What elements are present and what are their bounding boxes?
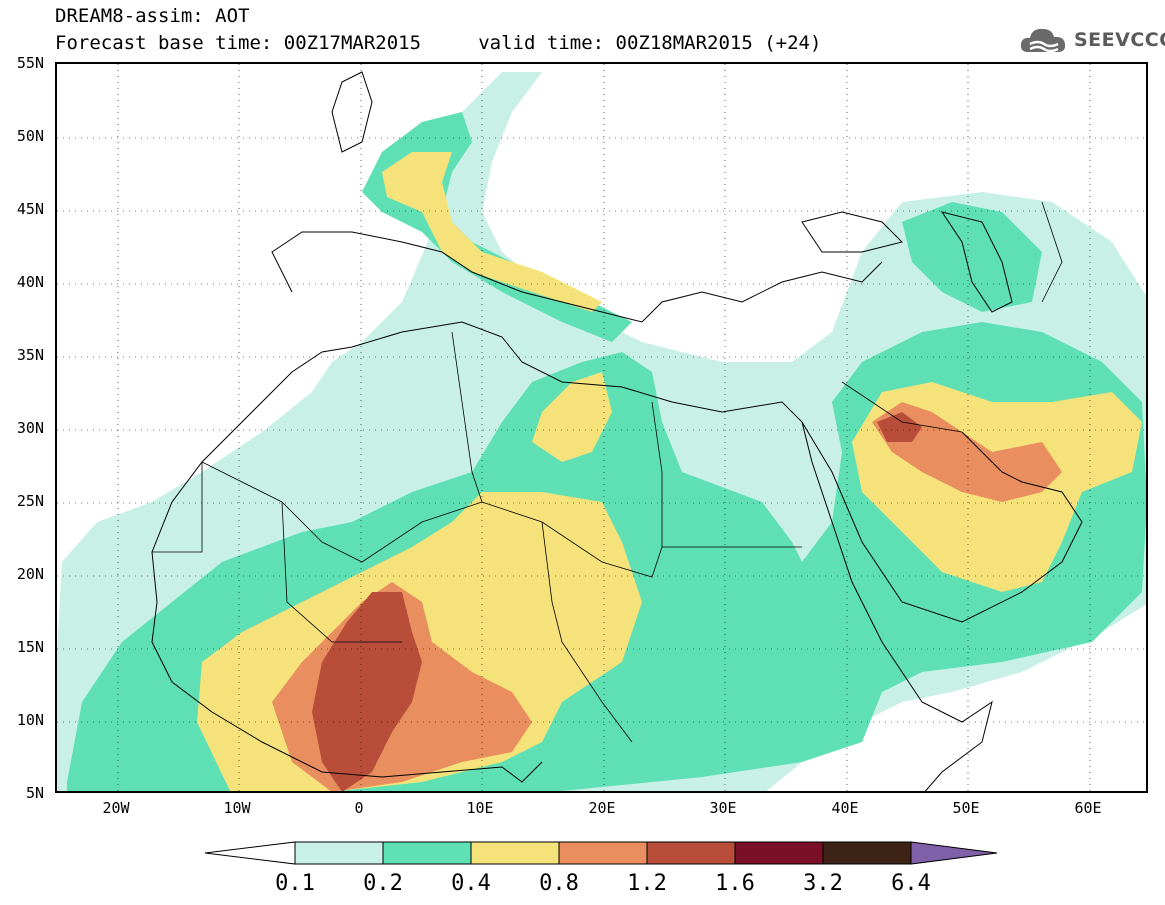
lon-label-10w: 10W xyxy=(223,799,251,817)
west-africa-coastline xyxy=(151,551,543,783)
logo-text: SEEVCCC xyxy=(1074,29,1165,51)
lon-label-30e: 30E xyxy=(709,799,737,817)
uk-coastline xyxy=(331,71,373,153)
lat-label-15n: 15N xyxy=(16,638,44,656)
lat-label-10n: 10N xyxy=(16,711,44,729)
lat-label-35n: 35N xyxy=(16,346,44,364)
lon-label-0: 0 xyxy=(354,799,364,817)
colorbar-bin-1.2 xyxy=(646,841,736,865)
colorbar-below-triangle xyxy=(205,841,296,865)
map-title: DREAM8-assim: AOT xyxy=(55,5,250,27)
black-sea-coastline xyxy=(801,211,903,253)
lon-label-50e: 50E xyxy=(952,799,980,817)
colorbar-label-0.4: 0.4 xyxy=(451,871,491,896)
colorbar-bin-0.4 xyxy=(470,841,560,865)
caspian-coastline xyxy=(940,211,1013,313)
colorbar-label-0.1: 0.1 xyxy=(275,871,315,896)
colorbar-above-triangle xyxy=(910,841,998,865)
colorbar-bin-0.2 xyxy=(382,841,472,865)
colorbar-bin-1.6 xyxy=(734,841,824,865)
europe-coastline xyxy=(271,231,883,323)
aot-contour-1.2-gulf xyxy=(877,412,922,442)
colorbar-bin-0.8 xyxy=(558,841,648,865)
aot-map xyxy=(57,64,1146,791)
aot-contour-0.4-libya xyxy=(532,372,612,462)
lat-label-25n: 25N xyxy=(16,492,44,510)
colorbar-label-0.8: 0.8 xyxy=(539,871,579,896)
map-subtitle: Forecast base time: 00Z17MAR2015 valid t… xyxy=(55,32,822,54)
lon-label-10e: 10E xyxy=(466,799,494,817)
lon-label-60e: 60E xyxy=(1074,799,1102,817)
arabian-peninsula-coastline xyxy=(801,421,1083,623)
lat-label-50n: 50N xyxy=(16,127,44,145)
colorbar-label-0.2: 0.2 xyxy=(363,871,403,896)
coastlines xyxy=(151,71,1083,791)
colorbar-bin-0.1 xyxy=(294,841,384,865)
colorbar-bin-3.2 xyxy=(822,841,912,865)
lat-label-30n: 30N xyxy=(16,419,44,437)
map-panel xyxy=(55,62,1148,793)
africa-coastline xyxy=(151,321,993,791)
aot-contour-0.4-italy xyxy=(382,152,602,312)
lon-label-20e: 20E xyxy=(588,799,616,817)
lat-label-20n: 20N xyxy=(16,565,44,583)
aot-colorbar xyxy=(205,841,998,865)
seevccc-logo: SEEVCCC xyxy=(1018,22,1165,58)
lon-label-40e: 40E xyxy=(831,799,859,817)
lat-label-40n: 40N xyxy=(16,273,44,291)
colorbar-label-1.6: 1.6 xyxy=(715,871,755,896)
lat-label-45n: 45N xyxy=(16,200,44,218)
aot-field xyxy=(57,72,1146,791)
colorbar-label-6.4: 6.4 xyxy=(891,871,931,896)
aot-contour-0.2-caspian xyxy=(902,202,1042,312)
colorbar-label-3.2: 3.2 xyxy=(803,871,843,896)
gridlines xyxy=(57,64,1146,791)
lon-label-20w: 20W xyxy=(102,799,130,817)
colorbar-label-1.2: 1.2 xyxy=(627,871,667,896)
lat-label-5n: 5N xyxy=(25,784,44,802)
lat-label-55n: 55N xyxy=(16,54,44,72)
cloud-icon xyxy=(1020,28,1066,53)
